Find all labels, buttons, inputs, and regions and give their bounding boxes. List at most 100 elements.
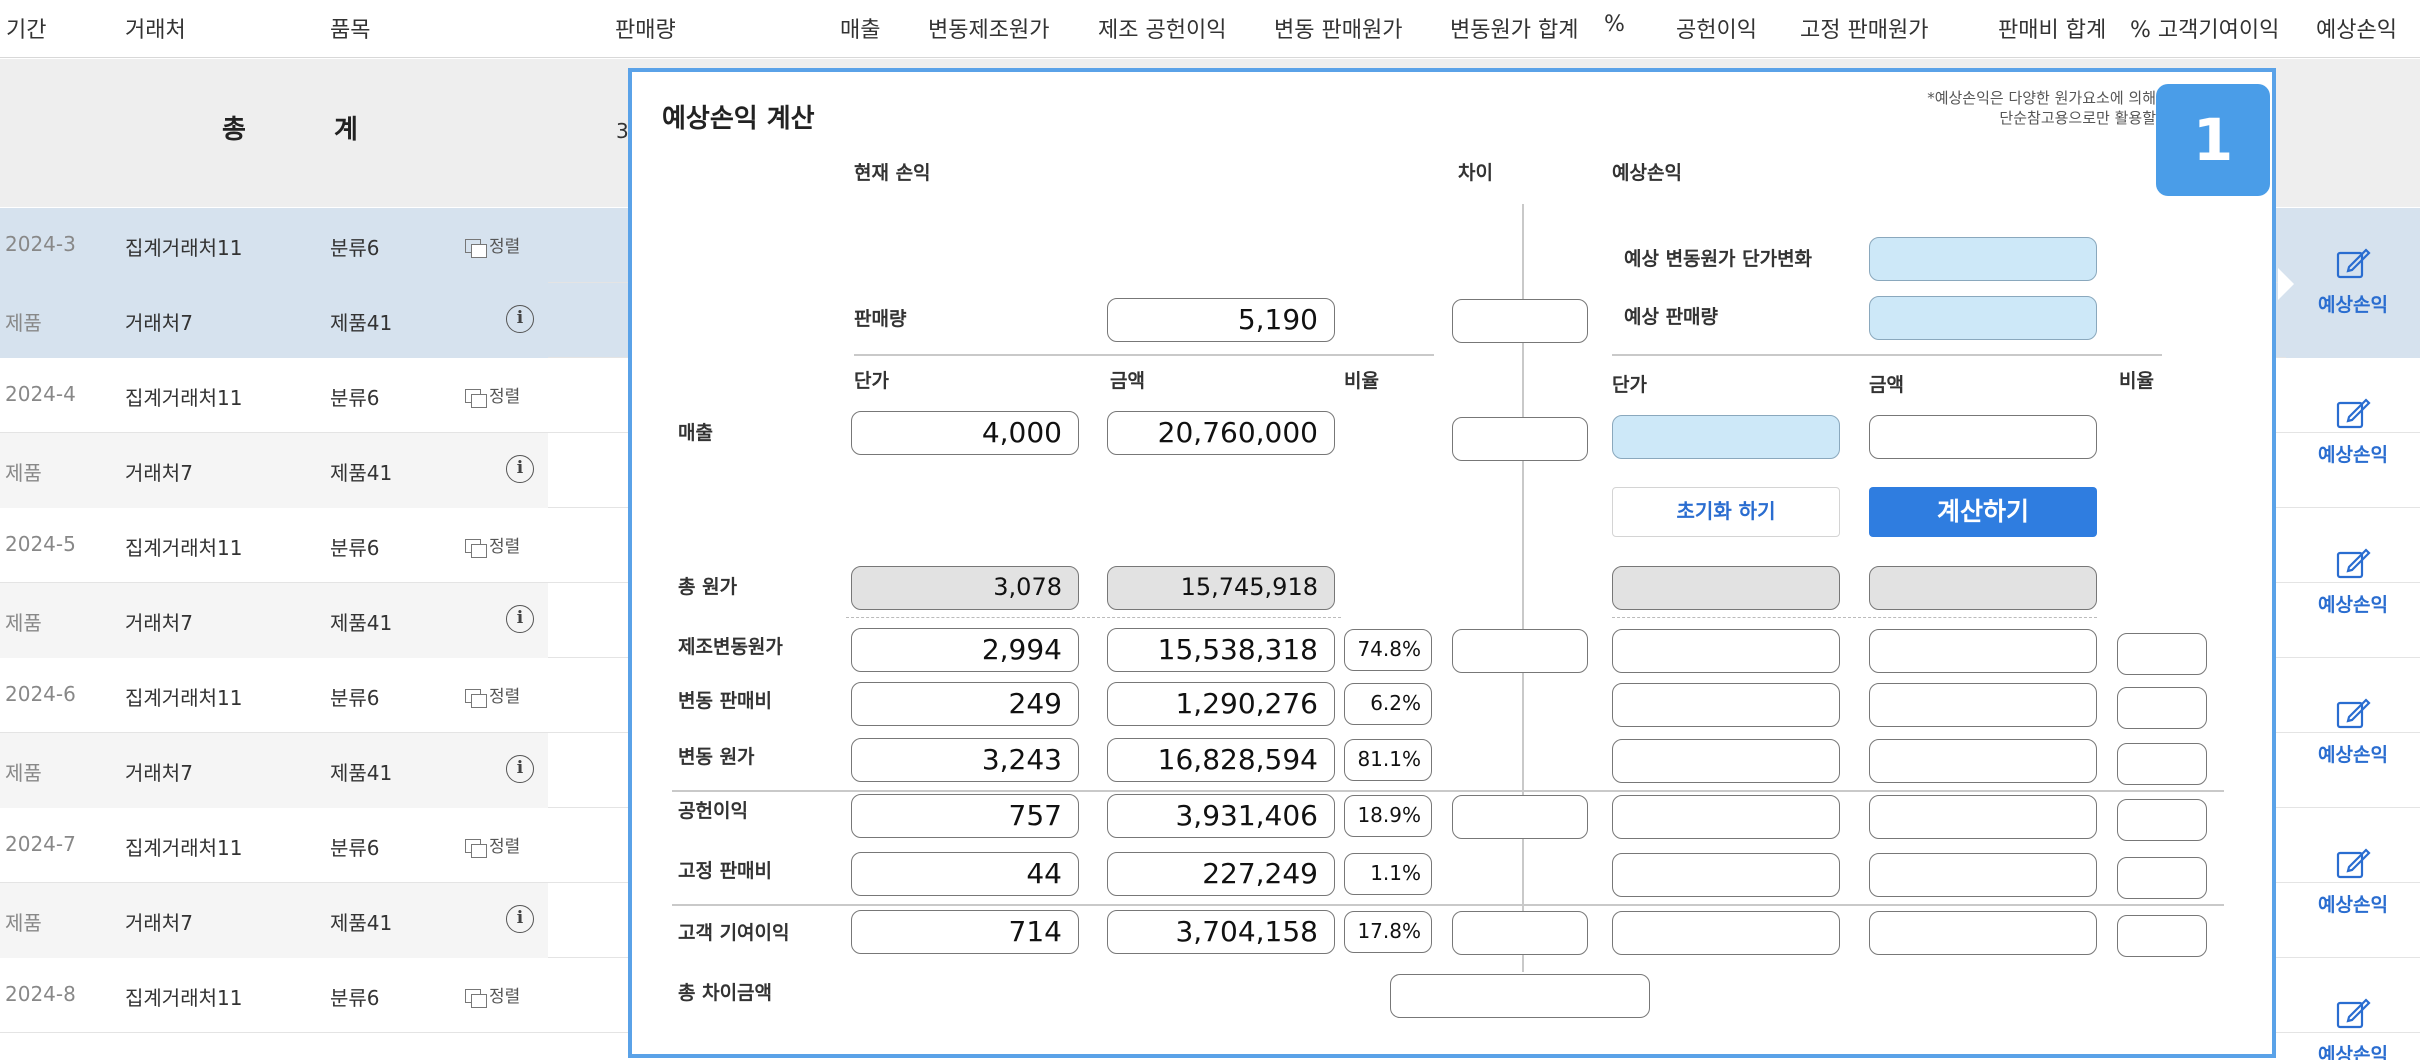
- header-period[interactable]: 기간: [6, 18, 47, 43]
- label-total-cost: 총 원가: [678, 576, 738, 598]
- header-forecast[interactable]: 예상손익: [2316, 18, 2397, 43]
- modal-title: 예상손익 계산: [662, 104, 815, 134]
- sort-button[interactable]: 정렬: [465, 532, 520, 558]
- line-diff-field[interactable]: [1452, 629, 1588, 673]
- header-quantity[interactable]: 판매량: [615, 18, 676, 43]
- forecast-link[interactable]: 예상손익: [2318, 1044, 2388, 1060]
- info-icon[interactable]: i: [506, 605, 534, 633]
- line-amount-field[interactable]: 15,538,318: [1107, 628, 1335, 672]
- sub-ratio: 비율: [1344, 370, 1379, 392]
- forecast-line-amount-field[interactable]: [1869, 629, 2097, 673]
- sales-diff-field[interactable]: [1452, 417, 1588, 461]
- header-sales-expense-total[interactable]: 판매비 합계: [1998, 18, 2107, 43]
- forecast-cell[interactable]: 예상손익: [2286, 508, 2420, 658]
- line-unit-field[interactable]: 714: [851, 910, 1079, 954]
- row-period: 제품: [5, 311, 42, 335]
- info-icon[interactable]: i: [506, 905, 534, 933]
- line-unit-field[interactable]: 3,243: [851, 738, 1079, 782]
- header-contribution[interactable]: 공헌이익: [1676, 18, 1757, 43]
- forecast-cell[interactable]: 예상손익: [2286, 808, 2420, 958]
- line-ratio-field: 74.8%: [1344, 629, 1432, 671]
- row-partner: 집계거래처11: [125, 386, 243, 410]
- forecast-line-amount-field[interactable]: [1869, 683, 2097, 727]
- header-partner[interactable]: 거래처: [125, 18, 186, 43]
- header-var-cost-total[interactable]: 변동원가 합계: [1450, 18, 1579, 43]
- qty-field[interactable]: 5,190: [1107, 298, 1335, 342]
- label-qty: 판매량: [854, 308, 907, 330]
- row-item: 분류6: [330, 386, 380, 410]
- header-var-sales-cost[interactable]: 변동 판매원가: [1274, 18, 1403, 43]
- total-diff-field[interactable]: [1390, 974, 1650, 1018]
- var-cost-change-input[interactable]: [1869, 237, 2097, 281]
- sales-amount-field[interactable]: 20,760,000: [1107, 411, 1335, 455]
- row-partner: 집계거래처11: [125, 986, 243, 1010]
- forecast-sales-amount-field[interactable]: [1869, 415, 2097, 459]
- copy-icon: [465, 989, 487, 1008]
- calculate-button[interactable]: 계산하기: [1869, 487, 2097, 537]
- info-icon[interactable]: i: [506, 455, 534, 483]
- forecast-line-amount-field[interactable]: [1869, 739, 2097, 783]
- info-icon[interactable]: i: [506, 755, 534, 783]
- forecast-line-amount-field[interactable]: [1869, 795, 2097, 839]
- sales-unit-field[interactable]: 4,000: [851, 411, 1079, 455]
- sub-unit-forecast: 단가: [1612, 374, 1647, 396]
- forecast-cell[interactable]: 예상손익: [2286, 208, 2420, 358]
- edit-icon: [2336, 698, 2371, 729]
- line-amount-field[interactable]: 1,290,276: [1107, 682, 1335, 726]
- row-partner: 거래처7: [125, 761, 193, 785]
- qty-diff-field[interactable]: [1452, 299, 1588, 343]
- forecast-unit-price-input[interactable]: [1612, 415, 1840, 459]
- forecast-line-unit-field[interactable]: [1612, 629, 1840, 673]
- line-amount-field[interactable]: 227,249: [1107, 852, 1335, 896]
- forecast-link[interactable]: 예상손익: [2318, 894, 2388, 916]
- forecast-qty-input[interactable]: [1869, 296, 2097, 340]
- sort-button[interactable]: 정렬: [465, 982, 520, 1008]
- line-amount-field[interactable]: 3,931,406: [1107, 794, 1335, 838]
- sub-ratio-forecast: 비율: [2119, 370, 2154, 392]
- forecast-line-ratio-field: [2117, 743, 2207, 785]
- row-period: 2024-4: [5, 382, 76, 406]
- sort-button[interactable]: 정렬: [465, 382, 520, 408]
- line-ratio-field: 1.1%: [1344, 853, 1432, 895]
- forecast-link[interactable]: 예상손익: [2318, 594, 2388, 616]
- forecast-line-unit-field[interactable]: [1612, 683, 1840, 727]
- forecast-link[interactable]: 예상손익: [2318, 444, 2388, 466]
- row-item: 분류6: [330, 536, 380, 560]
- header-customer-contribution[interactable]: % 고객기여이익: [2130, 18, 2280, 43]
- header-item[interactable]: 품목: [330, 18, 371, 43]
- forecast-line-amount-field[interactable]: [1869, 911, 2097, 955]
- info-icon[interactable]: i: [506, 305, 534, 333]
- forecast-line-unit-field[interactable]: [1612, 911, 1840, 955]
- line-diff-field[interactable]: [1452, 911, 1588, 955]
- forecast-line-amount-field[interactable]: [1869, 853, 2097, 897]
- line-diff-field[interactable]: [1452, 795, 1588, 839]
- line-unit-field[interactable]: 757: [851, 794, 1079, 838]
- line-unit-field[interactable]: 2,994: [851, 628, 1079, 672]
- header-mfg-contribution[interactable]: 제조 공헌이익: [1098, 18, 1227, 43]
- edit-icon: [2336, 848, 2371, 879]
- forecast-line-ratio-field: [2117, 633, 2207, 675]
- reset-button[interactable]: 초기화 하기: [1612, 487, 1840, 537]
- forecast-link[interactable]: 예상손익: [2318, 294, 2388, 316]
- sort-button[interactable]: 정렬: [465, 832, 520, 858]
- forecast-cell[interactable]: 예상손익: [2286, 958, 2420, 1060]
- sort-button[interactable]: 정렬: [465, 232, 520, 258]
- row-item: 제품41: [330, 911, 393, 935]
- forecast-line-unit-field[interactable]: [1612, 853, 1840, 897]
- forecast-line-unit-field[interactable]: [1612, 739, 1840, 783]
- header-fixed-sales-cost[interactable]: 고정 판매원가: [1800, 18, 1929, 43]
- line-amount-field[interactable]: 3,704,158: [1107, 910, 1335, 954]
- forecast-link[interactable]: 예상손익: [2318, 744, 2388, 766]
- sort-button[interactable]: 정렬: [465, 682, 520, 708]
- line-unit-field[interactable]: 44: [851, 852, 1079, 896]
- header-var-mfg-cost[interactable]: 변동제조원가: [928, 18, 1050, 43]
- label-sales: 매출: [678, 422, 713, 444]
- line-unit-field[interactable]: 249: [851, 682, 1079, 726]
- line-amount-field[interactable]: 16,828,594: [1107, 738, 1335, 782]
- row-item: 분류6: [330, 986, 380, 1010]
- header-percent[interactable]: %: [1604, 12, 1625, 37]
- forecast-cell[interactable]: 예상손익: [2286, 658, 2420, 808]
- forecast-cell[interactable]: 예상손익: [2286, 358, 2420, 508]
- forecast-line-unit-field[interactable]: [1612, 795, 1840, 839]
- header-sales[interactable]: 매출: [840, 18, 881, 43]
